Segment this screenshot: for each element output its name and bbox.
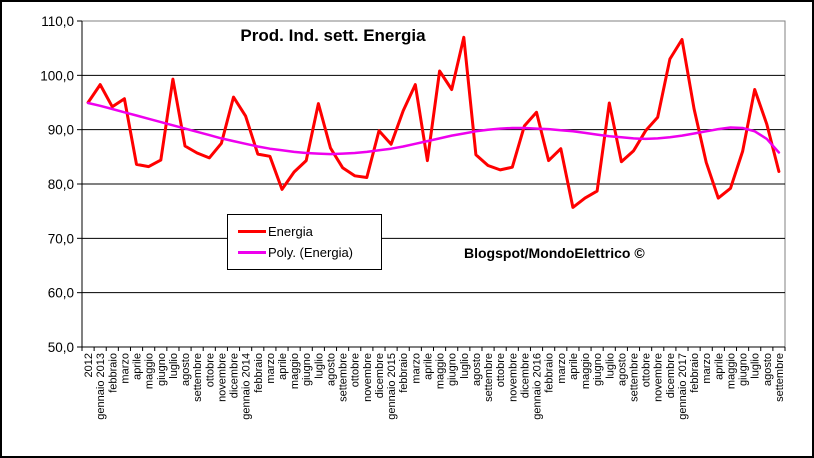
y-axis-label: 90,0 <box>48 123 74 138</box>
watermark-text: Blogspot/MondoElettrico © <box>464 245 645 261</box>
x-axis-label: aprile <box>422 353 434 380</box>
legend-item-energia: Energia <box>238 224 381 239</box>
x-axis-label: aprile <box>132 353 144 380</box>
x-axis-label: dicembre <box>229 353 241 398</box>
y-axis-label: 60,0 <box>48 286 74 301</box>
x-axis-label: settembre <box>338 353 350 402</box>
x-axis-label: agosto <box>180 353 192 386</box>
energia-line-swatch <box>238 230 266 233</box>
poly-trendline <box>86 101 781 156</box>
y-axis-label: 50,0 <box>48 340 74 355</box>
x-axis-label: ottobre <box>204 353 216 387</box>
x-axis-label: marzo <box>556 353 568 384</box>
x-axis-label: ottobre <box>350 353 362 387</box>
x-axis-label: settembre <box>483 353 495 402</box>
x-axis-label: giugno <box>738 353 750 386</box>
legend-label-energia: Energia <box>268 224 313 239</box>
x-axis-label: gennaio 2016 <box>532 353 544 420</box>
x-axis-label: gennaio 2014 <box>241 353 253 420</box>
poly-line-swatch <box>238 251 266 254</box>
x-axis-label: novembre <box>362 353 374 402</box>
x-axis-label: agosto <box>325 353 337 386</box>
x-axis-label: marzo <box>265 353 277 384</box>
x-axis-label: maggio <box>725 353 737 389</box>
x-axis-label: luglio <box>313 353 325 379</box>
x-axis-label: aprile <box>568 353 580 380</box>
x-axis-label: novembre <box>653 353 665 402</box>
x-axis-label: febbraio <box>544 353 556 393</box>
x-axis-label: settembre <box>628 353 640 402</box>
x-axis-label: settembre <box>192 353 204 402</box>
x-axis-label: gennaio 2017 <box>677 353 689 420</box>
x-axis-label: luglio <box>750 353 762 379</box>
y-axis-label: 70,0 <box>48 231 74 246</box>
chart-title: Prod. Ind. sett. Energia <box>240 26 426 45</box>
y-axis-label: 110,0 <box>41 14 74 29</box>
x-axis-label: novembre <box>507 353 519 402</box>
x-axis-label: maggio <box>580 353 592 389</box>
y-axis-label: 100,0 <box>40 68 74 83</box>
x-axis-label: maggio <box>435 353 447 389</box>
x-axis-label: ottobre <box>641 353 653 387</box>
legend-item-poly: Poly. (Energia) <box>238 245 381 260</box>
x-axis-label: agosto <box>471 353 483 386</box>
x-axis-label: gennaio 2015 <box>386 353 398 420</box>
x-axis-label: novembre <box>216 353 228 402</box>
x-axis-label: giugno <box>592 353 604 386</box>
x-axis-label: dicembre <box>665 353 677 398</box>
x-axis-label: aprile <box>713 353 725 380</box>
energia-line <box>86 35 781 209</box>
x-axis-label: 2012 <box>83 353 95 377</box>
x-axis-label: luglio <box>459 353 471 379</box>
x-axis-label: febbraio <box>398 353 410 393</box>
x-axis-label: dicembre <box>374 353 386 398</box>
x-axis-label: ottobre <box>495 353 507 387</box>
x-axis-label: luglio <box>604 353 616 379</box>
x-axis-label: agosto <box>616 353 628 386</box>
x-axis-label: gennaio 2013 <box>95 353 107 420</box>
x-axis-label: giugno <box>156 353 168 386</box>
x-axis-label: dicembre <box>519 353 531 398</box>
legend-box: Energia Poly. (Energia) <box>227 214 382 270</box>
x-axis-label: marzo <box>410 353 422 384</box>
x-axis-label: giugno <box>301 353 313 386</box>
x-axis-label: marzo <box>119 353 131 384</box>
x-axis-label: luglio <box>168 353 180 379</box>
x-axis-label: febbraio <box>689 353 701 393</box>
y-axis-label: 80,0 <box>48 177 74 192</box>
x-axis-label: aprile <box>277 353 289 380</box>
x-axis-label: giugno <box>447 353 459 386</box>
x-axis-label: marzo <box>701 353 713 384</box>
x-axis-label: febbraio <box>107 353 119 393</box>
x-axis-label: settembre <box>774 353 786 402</box>
x-axis-label: febbraio <box>253 353 265 393</box>
legend-label-poly: Poly. (Energia) <box>268 245 354 260</box>
x-axis-label: maggio <box>289 353 301 389</box>
x-axis-label: agosto <box>762 353 774 386</box>
x-axis-label: maggio <box>144 353 156 389</box>
